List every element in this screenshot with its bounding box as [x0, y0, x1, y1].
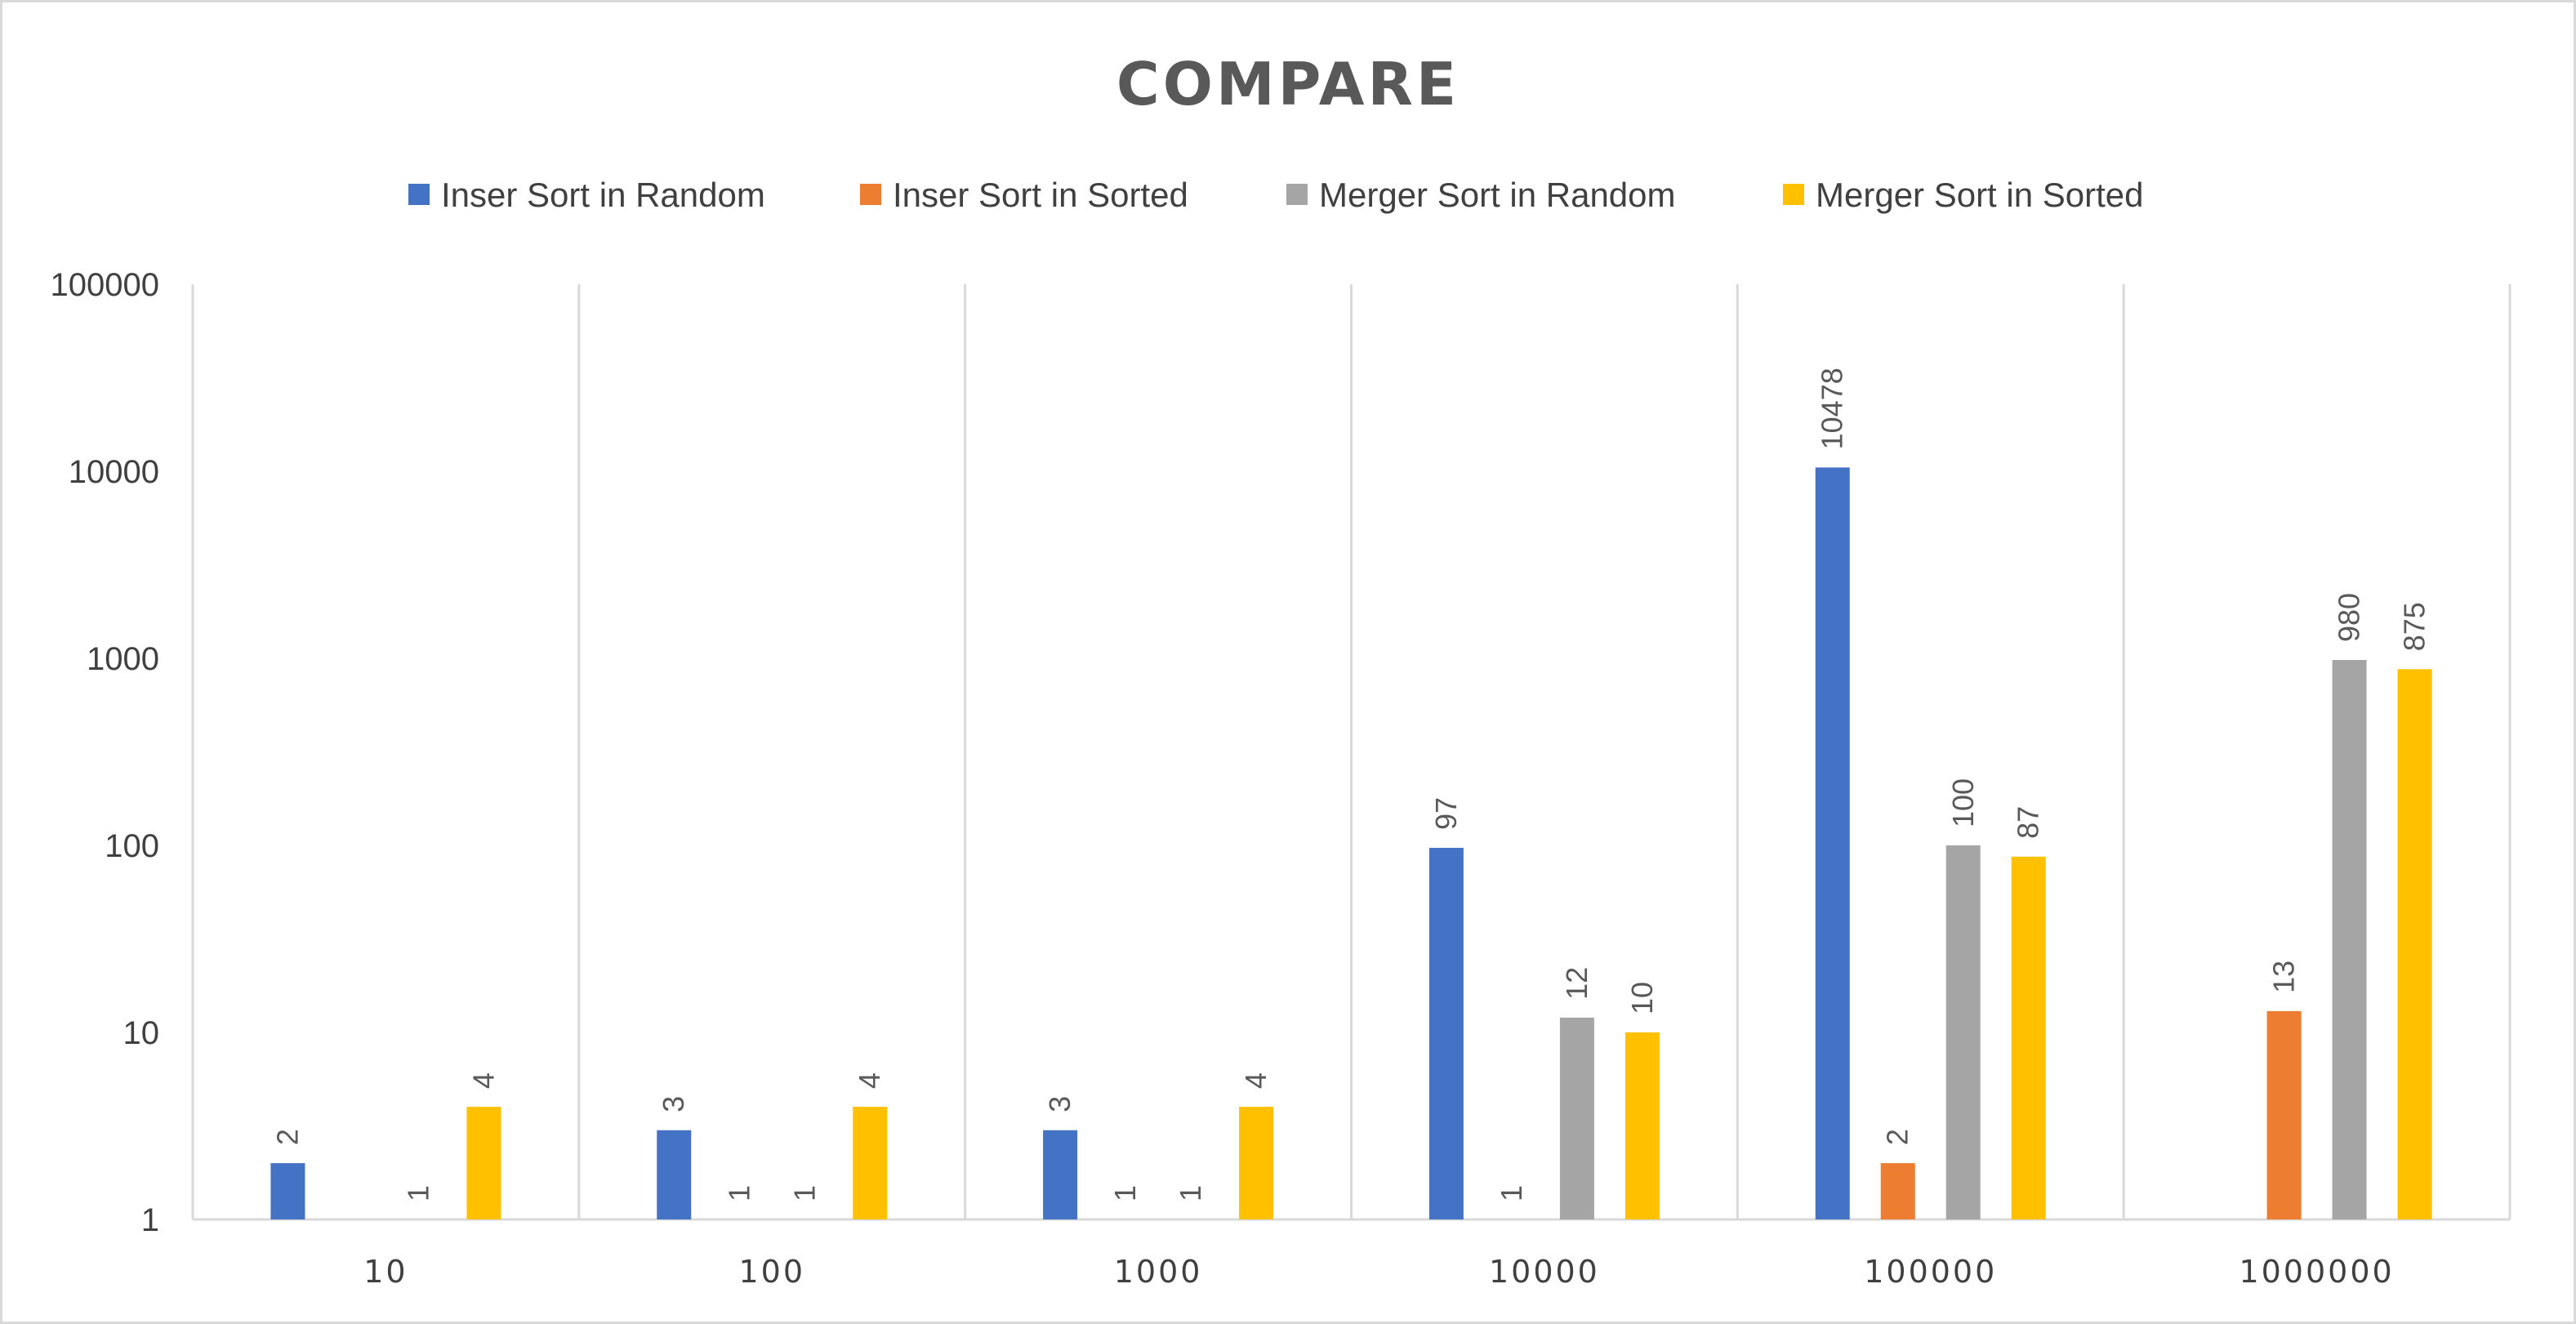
y-tick-label: 1	[141, 1202, 159, 1238]
bar	[2332, 660, 2367, 1219]
legend-swatch	[860, 184, 881, 205]
legend-swatch	[1783, 184, 1804, 205]
data-label: 4	[853, 1072, 886, 1089]
legend-label: Inser Sort in Random	[441, 176, 765, 214]
data-label: 1	[1108, 1185, 1142, 1201]
bars	[270, 467, 2432, 1219]
x-tick-label: 100000	[1864, 1254, 1997, 1290]
data-label: 1	[1174, 1185, 1207, 1201]
bar	[2266, 1010, 2302, 1219]
chart-title: COMPARE	[1116, 50, 1460, 118]
bar	[466, 1107, 501, 1219]
data-label: 10	[1625, 982, 1659, 1014]
bar	[657, 1130, 692, 1219]
bar	[270, 1163, 305, 1219]
x-tick-label: 100	[738, 1254, 805, 1290]
bar	[2397, 669, 2432, 1219]
data-label: 12	[1560, 967, 1593, 1000]
bar	[2011, 856, 2046, 1219]
x-tick-label: 10	[363, 1254, 408, 1290]
data-label: 1	[722, 1185, 755, 1201]
data-label: 875	[2398, 602, 2431, 651]
legend-label: Merger Sort in Random	[1319, 176, 1676, 214]
bar	[1559, 1017, 1594, 1219]
legend-label: Inser Sort in Sorted	[893, 176, 1188, 214]
data-label: 2	[1881, 1129, 1914, 1145]
gridlines	[191, 284, 2511, 1219]
bar	[1880, 1163, 1915, 1219]
bar	[1239, 1107, 1274, 1219]
bar	[1815, 467, 1850, 1219]
bar	[853, 1107, 888, 1219]
legend-swatch	[1286, 184, 1308, 205]
data-label: 980	[2333, 593, 2366, 642]
legend: Inser Sort in Random Inser Sort in Sorted…	[408, 176, 2144, 214]
y-tick-label: 10	[123, 1015, 160, 1051]
data-label: 4	[466, 1072, 500, 1089]
data-label: 87	[2012, 806, 2045, 839]
data-label: 1	[401, 1185, 435, 1201]
data-label: 3	[657, 1096, 690, 1112]
y-tick-label: 10000	[69, 454, 159, 490]
legend-swatch	[408, 184, 430, 205]
y-tick-label: 1000	[87, 641, 159, 677]
bar	[1945, 845, 1981, 1219]
legend-label: Merger Sort in Sorted	[1816, 176, 2144, 214]
data-label: 1	[1495, 1185, 1528, 1201]
data-label: 2	[270, 1129, 304, 1145]
data-label: 100	[1946, 778, 1980, 827]
bar	[1043, 1130, 1078, 1219]
data-label: 10478	[1816, 368, 1849, 449]
x-tick-label: 1000000	[2239, 1254, 2394, 1290]
data-label: 97	[1429, 797, 1463, 830]
y-tick-label: 100	[105, 828, 159, 864]
x-tick-label: 1000	[1114, 1254, 1203, 1290]
y-axis: 1 10 100 1000 10000 100000	[51, 267, 159, 1238]
data-label: 13	[2267, 961, 2301, 993]
data-label: 4	[1239, 1072, 1272, 1089]
data-label: 3	[1043, 1096, 1076, 1112]
x-tick-label: 10000	[1489, 1254, 1600, 1290]
x-axis: 10 100 1000 10000 100000 1000000	[193, 1218, 2510, 1290]
bar	[1428, 848, 1464, 1219]
data-label: 1	[787, 1185, 821, 1201]
y-tick-label: 100000	[51, 267, 159, 303]
bar	[1624, 1032, 1660, 1219]
